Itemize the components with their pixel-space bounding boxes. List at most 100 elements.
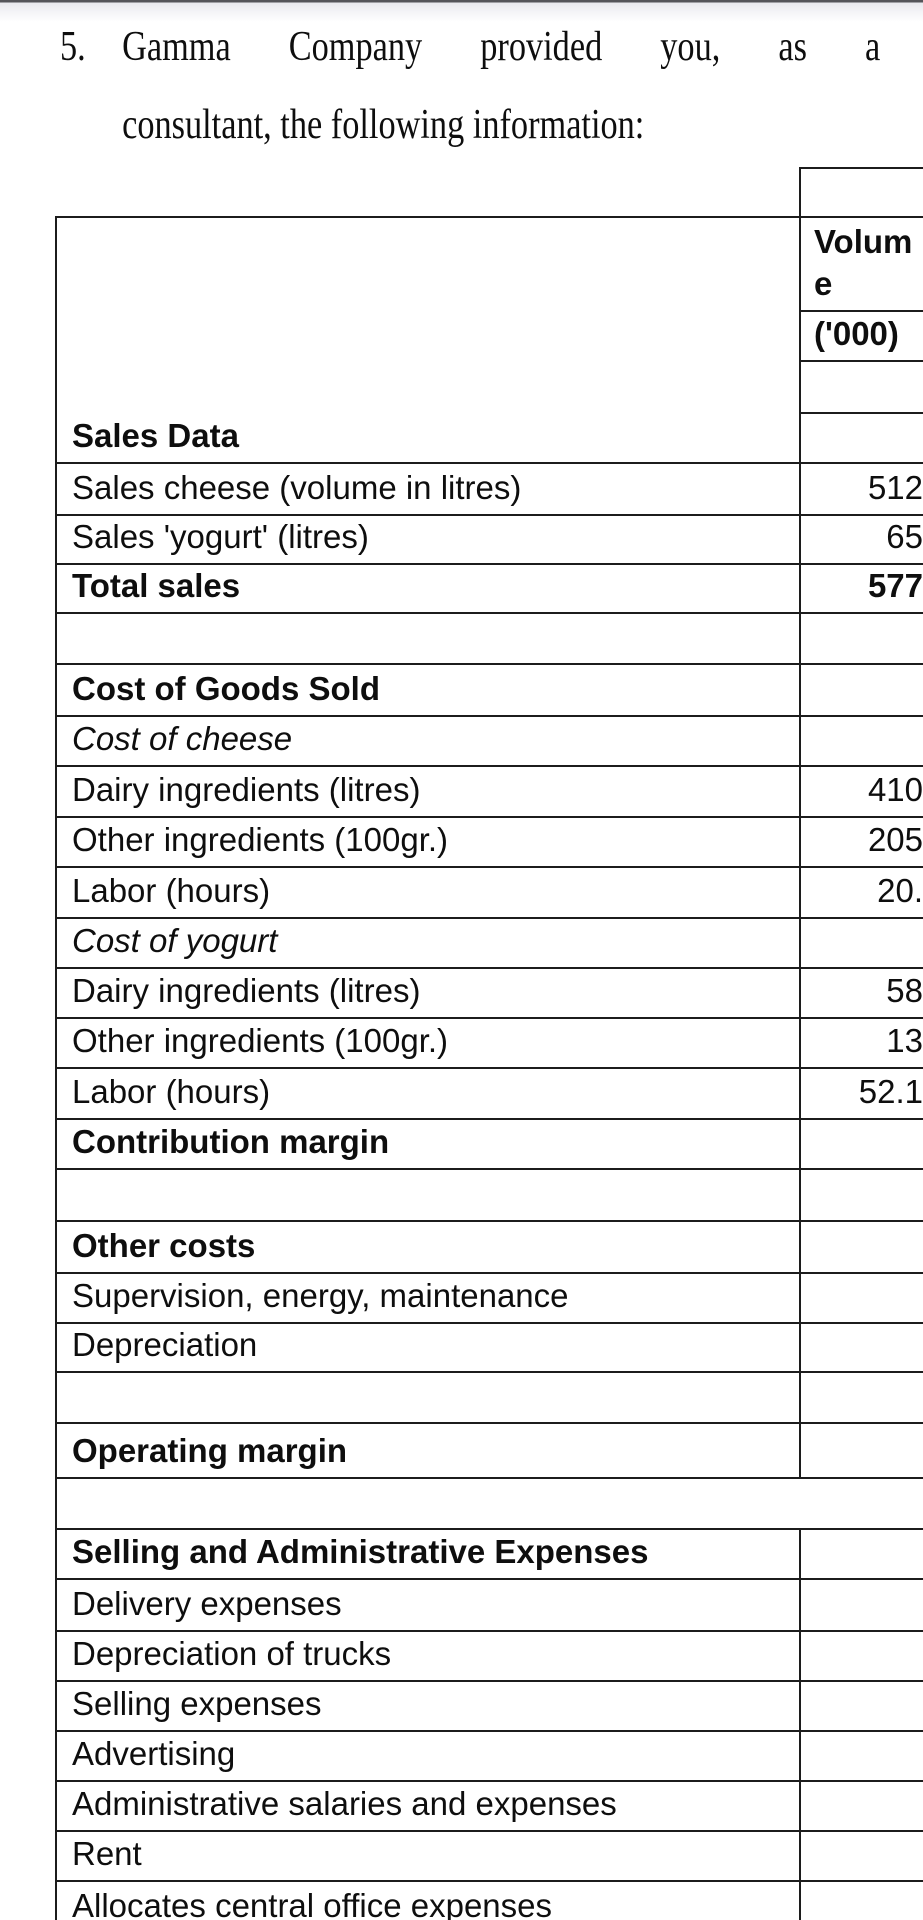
row-value-cell: 410 [799,765,923,818]
table-row: Labor (hours) 20. [55,866,923,919]
table-row: Sales 'yogurt' (litres) 65 [55,514,923,565]
row-label-cell: Rent [55,1830,801,1882]
table-row [55,1168,923,1222]
row-value-cell [799,1422,923,1479]
row-value-cell [799,1578,923,1632]
row-value-cell: 205 [799,816,923,868]
table-row: Sales cheese (volume in litres) 512 [55,462,923,516]
information-table: Sales Data Volume ('000) Sales cheese (v… [55,167,923,1920]
intro-word: you, [660,24,721,70]
row-label-cell [55,1371,801,1424]
row-value-cell [799,917,923,969]
table-row: Rent [55,1830,923,1882]
row-value-cell: 52.1 [799,1067,923,1120]
row-label-cell: Cost of Goods Sold [55,663,801,717]
merged-row-cell [55,1477,923,1530]
row-value-cell [799,1168,923,1222]
row-value-cell [799,1780,923,1832]
table-row: Supervision, energy, maintenance [55,1272,923,1324]
table-row: Other ingredients (100gr.) 13 [55,1017,923,1069]
table-row: Other ingredients (100gr.) 205 [55,816,923,868]
row-value-cell: 20. [799,866,923,919]
row-label-cell: Depreciation [55,1322,801,1373]
row-label-cell: Administrative salaries and expenses [55,1780,801,1832]
sales-data-header-cell: Sales Data [55,216,801,464]
table-row: Other costs [55,1220,923,1274]
row-label-cell: Dairy ingredients (litres) [55,765,801,818]
row-label-cell: Advertising [55,1730,801,1782]
table-row [55,1371,923,1424]
corner-ghost-cell [56,168,800,217]
table-row: Advertising [55,1730,923,1782]
table-row [55,612,923,665]
intro-word: a [865,24,881,70]
row-label-cell: Depreciation of trucks [55,1630,801,1682]
volume-unit-cell: ('000) [799,310,923,362]
header-spacer-cell [799,412,923,464]
header-spacer-cell [799,167,923,218]
table-row: Cost of Goods Sold [55,663,923,717]
row-label-cell: Total sales [55,563,801,614]
table-row: Total sales 577 [55,563,923,614]
table-row: Operating margin [55,1422,923,1479]
table-row: Labor (hours) 52.1 [55,1067,923,1120]
intro-word: Company [288,24,423,70]
row-label-cell: Other ingredients (100gr.) [55,816,801,868]
table-row: Selling expenses [55,1680,923,1732]
row-value-cell: 577 [799,563,923,614]
row-value-cell [799,1730,923,1782]
row-value-cell [799,1680,923,1732]
row-label-cell: Delivery expenses [55,1578,801,1632]
header-spacer-cell [799,360,923,414]
table-row: Contribution margin [55,1118,923,1170]
table-row: Depreciation of trucks [55,1630,923,1682]
row-label-cell: Selling expenses [55,1680,801,1732]
table-row [56,167,923,218]
problem-statement: 5. Gamma Company provided you, as a consultan… [60,8,880,164]
row-value-cell [799,1220,923,1274]
row-value-cell [799,612,923,665]
row-label-cell: Sales cheese (volume in litres) [55,462,801,516]
row-label-cell: Labor (hours) [55,1067,801,1120]
intro-word: Gamma [122,24,231,70]
row-label-cell: Sales 'yogurt' (litres) [55,514,801,565]
problem-first-line: 5. Gamma Company provided you, as a [60,8,880,86]
table-row: Dairy ingredients (litres) 410 [55,765,923,818]
row-label-cell: Allocates central office expenses [55,1880,801,1920]
row-label-cell [55,612,801,665]
table-row: Cost of yogurt [55,917,923,969]
row-label-cell: Selling and Administrative Expenses [55,1528,801,1580]
row-label-cell: Cost of yogurt [55,917,801,969]
volume-header-cell: Volume [799,216,923,312]
table-row: Sales Data Volume [55,216,923,464]
table-row [56,412,923,464]
row-value-cell [799,1371,923,1424]
row-label-cell: Other costs [55,1220,801,1274]
table-row: ('000) [56,310,923,362]
row-value-cell [799,1322,923,1373]
row-label-cell: Dairy ingredients (litres) [55,967,801,1019]
intro-line-1: Gamma Company provided you, as a [122,8,880,86]
page-top-shade [0,0,923,22]
row-value-cell [799,1272,923,1324]
row-value-cell [799,1528,923,1580]
list-number: 5. [60,24,86,70]
row-label-cell: Other ingredients (100gr.) [55,1017,801,1069]
table-row [55,1477,923,1530]
table-row: Cost of cheese [55,715,923,767]
row-value-cell [799,1830,923,1882]
row-value-cell: 58 [799,967,923,1019]
row-label-cell: Supervision, energy, maintenance [55,1272,801,1324]
table-row: Allocates central office expenses [55,1880,923,1920]
row-value-cell [799,1880,923,1920]
table-row: Selling and Administrative Expenses [55,1528,923,1580]
intro-word: as [778,24,807,70]
row-label-cell: Cost of cheese [55,715,801,767]
row-value-cell [799,715,923,767]
row-label-cell: Labor (hours) [55,866,801,919]
row-value-cell: 65 [799,514,923,565]
row-value-cell [799,1118,923,1170]
intro-word: provided [480,24,603,70]
row-value-cell: 512 [799,462,923,516]
